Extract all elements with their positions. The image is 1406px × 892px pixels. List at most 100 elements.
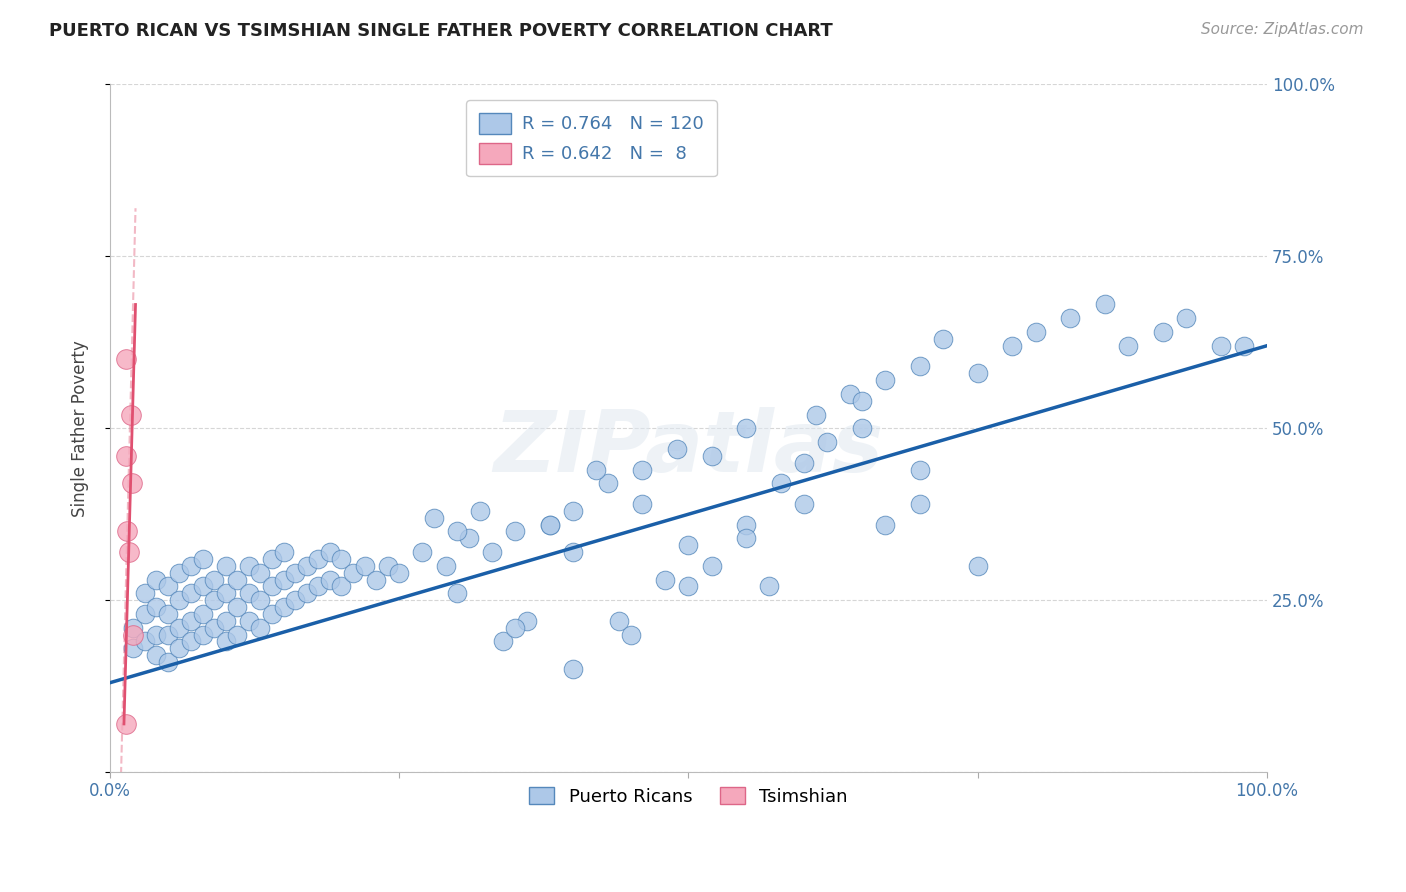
Point — [134, 607, 156, 621]
Point — [1094, 297, 1116, 311]
Point — [122, 621, 145, 635]
Point — [561, 545, 583, 559]
Point — [538, 517, 561, 532]
Point — [875, 373, 897, 387]
Point — [226, 573, 249, 587]
Point — [330, 579, 353, 593]
Point — [319, 545, 342, 559]
Point — [202, 621, 225, 635]
Point — [202, 573, 225, 587]
Point — [169, 593, 191, 607]
Point — [145, 573, 167, 587]
Point — [249, 593, 271, 607]
Point — [122, 627, 145, 641]
Text: ZIPatlas: ZIPatlas — [494, 408, 883, 491]
Point — [273, 545, 295, 559]
Point — [678, 579, 700, 593]
Point — [607, 614, 630, 628]
Point — [295, 586, 318, 600]
Point — [851, 421, 873, 435]
Point — [1116, 339, 1139, 353]
Point — [561, 662, 583, 676]
Point — [446, 586, 468, 600]
Point — [411, 545, 433, 559]
Point — [353, 558, 375, 573]
Point — [180, 586, 202, 600]
Text: PUERTO RICAN VS TSIMSHIAN SINGLE FATHER POVERTY CORRELATION CHART: PUERTO RICAN VS TSIMSHIAN SINGLE FATHER … — [49, 22, 832, 40]
Point — [815, 435, 838, 450]
Point — [735, 517, 758, 532]
Point — [620, 627, 643, 641]
Point — [307, 579, 329, 593]
Point — [804, 408, 827, 422]
Point — [238, 586, 260, 600]
Legend: Puerto Ricans, Tsimshian: Puerto Ricans, Tsimshian — [520, 778, 856, 814]
Y-axis label: Single Father Poverty: Single Father Poverty — [72, 340, 89, 516]
Point — [1233, 339, 1256, 353]
Text: Source: ZipAtlas.com: Source: ZipAtlas.com — [1201, 22, 1364, 37]
Point — [169, 641, 191, 656]
Point — [470, 504, 492, 518]
Point — [342, 566, 364, 580]
Point — [215, 614, 238, 628]
Point — [654, 573, 676, 587]
Point — [260, 552, 283, 566]
Point — [585, 462, 607, 476]
Point — [191, 579, 214, 593]
Point — [215, 586, 238, 600]
Point — [180, 634, 202, 648]
Point — [793, 497, 815, 511]
Point — [908, 462, 931, 476]
Point — [631, 497, 654, 511]
Point — [191, 607, 214, 621]
Point — [434, 558, 457, 573]
Point — [180, 558, 202, 573]
Point — [875, 517, 897, 532]
Point — [1025, 325, 1047, 339]
Point — [295, 558, 318, 573]
Point — [1152, 325, 1174, 339]
Point — [561, 504, 583, 518]
Point — [908, 359, 931, 374]
Point — [120, 408, 142, 422]
Point — [538, 517, 561, 532]
Point — [758, 579, 780, 593]
Point — [156, 655, 179, 669]
Point — [515, 614, 537, 628]
Point — [115, 352, 138, 367]
Point — [492, 634, 515, 648]
Point — [851, 393, 873, 408]
Point — [307, 552, 329, 566]
Point — [191, 552, 214, 566]
Point — [908, 497, 931, 511]
Point — [122, 641, 145, 656]
Point — [446, 524, 468, 539]
Point — [226, 627, 249, 641]
Point — [191, 627, 214, 641]
Point — [284, 566, 307, 580]
Point — [388, 566, 411, 580]
Point — [1059, 311, 1081, 326]
Point — [631, 462, 654, 476]
Point — [215, 558, 238, 573]
Point — [793, 456, 815, 470]
Point — [121, 476, 143, 491]
Point — [156, 627, 179, 641]
Point — [134, 634, 156, 648]
Point — [377, 558, 399, 573]
Point — [117, 524, 139, 539]
Point — [1209, 339, 1232, 353]
Point — [1001, 339, 1024, 353]
Point — [503, 621, 526, 635]
Point — [260, 607, 283, 621]
Point — [966, 366, 988, 380]
Point — [145, 627, 167, 641]
Point — [215, 634, 238, 648]
Point — [156, 607, 179, 621]
Point — [180, 614, 202, 628]
Point — [156, 579, 179, 593]
Point — [735, 421, 758, 435]
Point — [115, 449, 138, 463]
Point — [145, 600, 167, 615]
Point — [284, 593, 307, 607]
